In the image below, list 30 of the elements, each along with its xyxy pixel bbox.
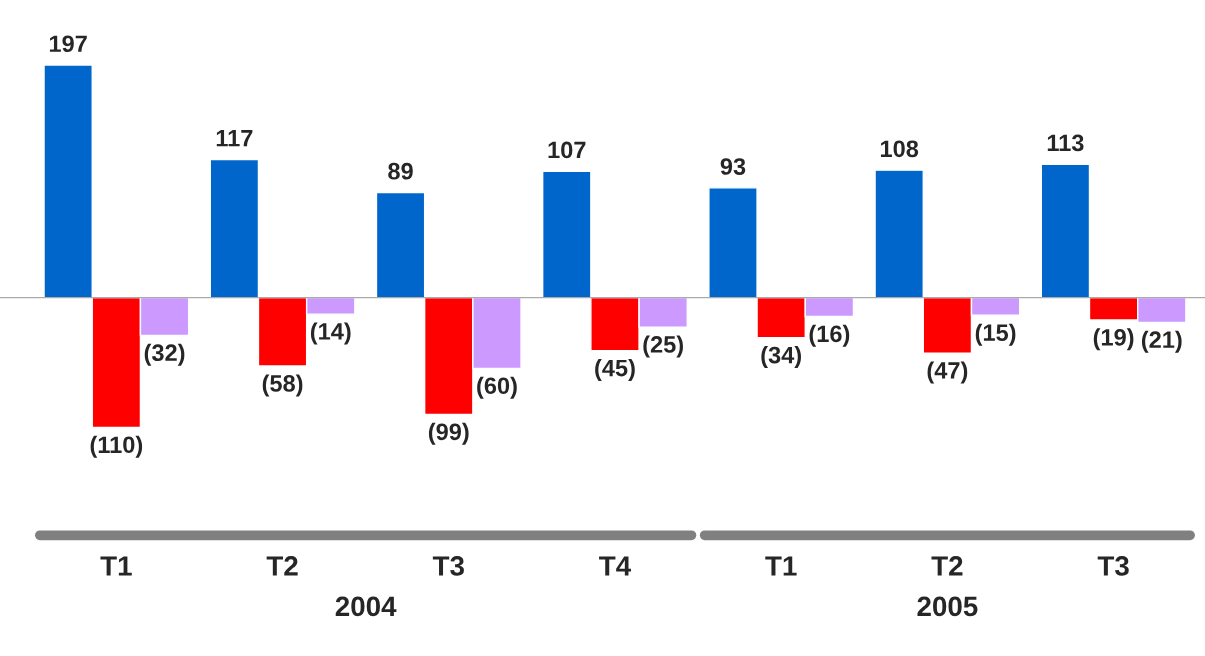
x-tick-label: T2 [266,556,298,576]
x-tick-label: T1 [100,556,132,576]
data-label: (21) [1141,330,1182,353]
x-tick-label: T3 [1097,556,1129,576]
x-tick-label: T4 [599,556,632,576]
data-label: (14) [310,322,351,345]
data-label: (16) [809,324,850,347]
data-label: (25) [643,335,683,358]
data-label: 93 [720,158,746,175]
data-label: (19) [1093,328,1134,351]
data-label: (45) [595,359,635,382]
data-label: 197 [49,35,87,53]
data-label: (60) [477,376,517,399]
data-label: 117 [216,130,253,147]
x-tick-label: T3 [432,556,464,576]
text: 2005 [917,596,978,617]
x-tick-label: T1 [765,556,797,576]
data-label: (34) [761,346,801,369]
data-label: 107 [548,141,586,159]
data-label: (58) [262,374,303,397]
data-label: (32) [144,343,185,366]
data-label: (110) [90,435,143,458]
text: 2004 [335,596,397,617]
data-label: 108 [880,140,919,158]
data-label: (99) [428,422,469,445]
data-label: (15) [975,323,1016,346]
x-tick-label: T2 [931,556,963,576]
data-label: 89 [388,162,413,180]
data-label: (47) [927,361,968,384]
data-label: 113 [1047,134,1084,152]
